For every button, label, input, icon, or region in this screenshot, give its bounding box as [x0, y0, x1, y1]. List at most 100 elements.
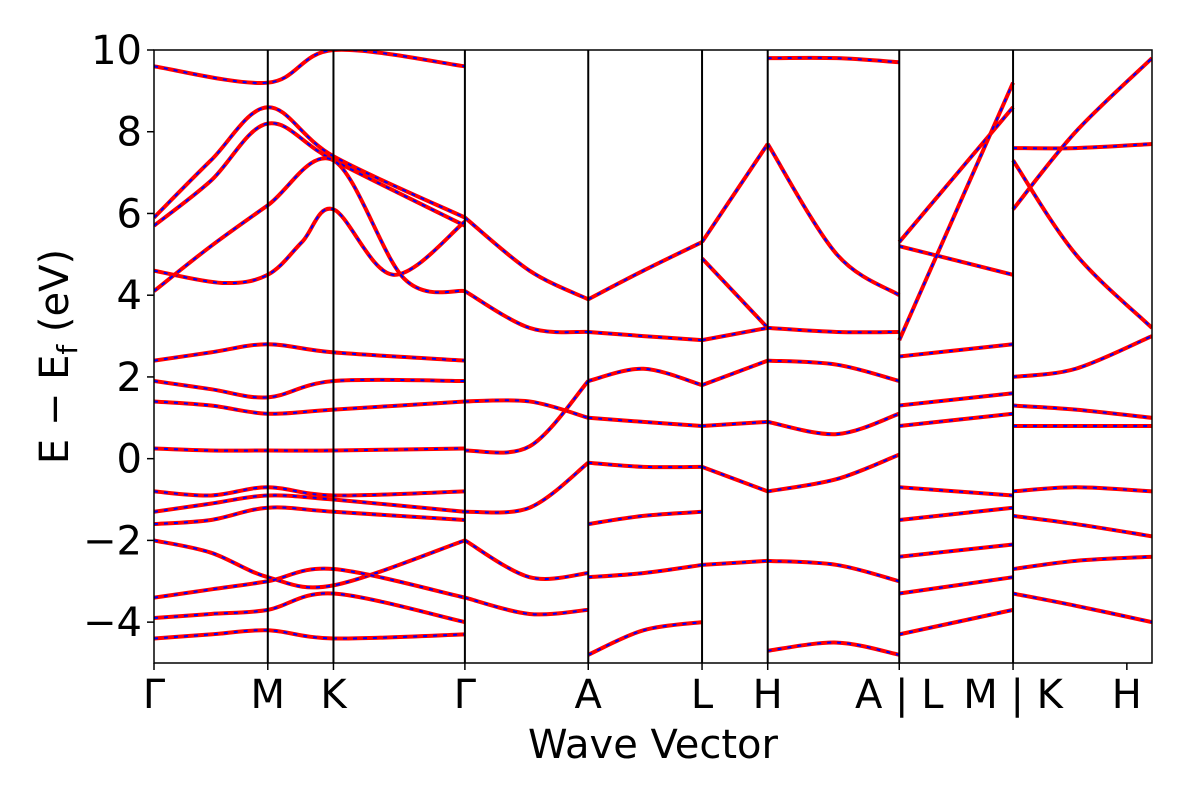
band-dash-4	[154, 157, 466, 294]
band-dash-61	[1012, 404, 1152, 419]
x-tick-label: Γ	[454, 672, 477, 718]
x-axis-label: Wave Vector	[528, 722, 779, 768]
band-dash-65	[1012, 555, 1152, 571]
band-line-6	[154, 377, 465, 400]
band-line-13	[154, 566, 466, 600]
band-dash-42	[767, 412, 900, 436]
x-tick-label: H	[1112, 672, 1142, 718]
band-dash-26	[588, 416, 703, 427]
y-axis-ticks: −4 −2 0 2 4 6 8 10	[83, 28, 154, 646]
band-dash-21	[464, 539, 589, 580]
band-line-54	[899, 542, 1014, 559]
band-dash-2	[154, 122, 466, 227]
y-tick-label: 6	[117, 191, 142, 237]
band-line-21	[463, 538, 589, 581]
band-line-28	[587, 509, 703, 527]
band-dash-35	[701, 420, 768, 427]
band-dash-46	[898, 106, 1014, 243]
band-line-9	[154, 485, 465, 498]
band-dash-59	[1012, 57, 1152, 211]
band-dash-28	[588, 510, 703, 526]
band-line-44	[767, 558, 900, 584]
x-tick-label: M	[251, 672, 286, 718]
x-tick-label: Γ	[143, 672, 166, 718]
plot-frame	[153, 49, 1153, 664]
band-line-47	[898, 244, 1014, 277]
band-dash-66	[1012, 592, 1152, 624]
band-line-22	[464, 595, 589, 617]
band-line-16	[463, 216, 590, 302]
band-dash-13	[154, 567, 466, 599]
band-dash-58	[1012, 159, 1152, 329]
band-dash-22	[464, 596, 589, 616]
band-line-65	[1012, 554, 1152, 571]
band-line-7	[154, 399, 466, 416]
band-line-19	[464, 379, 590, 455]
x-tick-label: L	[691, 672, 714, 718]
band-line-15	[154, 628, 465, 641]
band-line-29	[588, 562, 703, 580]
band-line-56	[898, 607, 1014, 637]
band-line-51	[899, 411, 1014, 428]
band-dash-25	[588, 367, 703, 387]
band-dash-30	[587, 621, 703, 656]
x-tick-label: A	[575, 672, 603, 718]
band-line-40	[767, 325, 900, 335]
band-line-4	[154, 156, 466, 295]
band-line-11	[154, 505, 466, 527]
band-line-17	[463, 289, 589, 335]
y-tick-label: −2	[83, 518, 142, 564]
band-dash-27	[588, 461, 703, 469]
band-line-49	[899, 342, 1014, 359]
y-tick-label: 8	[117, 110, 142, 156]
y-tick-label: 2	[117, 355, 142, 401]
band-line-1	[154, 105, 466, 220]
band-line-34	[701, 358, 769, 387]
band-line-14	[154, 591, 466, 625]
band-dash-15	[154, 629, 465, 640]
band-dash-12	[154, 539, 466, 589]
y-tick-label: 0	[117, 437, 142, 483]
band-line-30	[587, 620, 703, 657]
band-line-55	[898, 575, 1014, 596]
band-line-45	[767, 640, 900, 657]
band-line-41	[767, 358, 900, 383]
band-line-26	[588, 415, 703, 428]
high-symmetry-lines	[266, 50, 1015, 663]
band-line-0	[154, 50, 466, 85]
band-dash-29	[588, 563, 703, 579]
band-line-32	[700, 257, 770, 330]
plot-lines	[154, 50, 1152, 657]
band-line-20	[464, 461, 590, 515]
x-tick-label: A | L	[855, 672, 944, 718]
band-dash-14	[154, 592, 466, 624]
band-dash-19	[464, 380, 589, 454]
band-dash-3	[154, 207, 466, 285]
y-axis-label: E − Ef (eV)	[32, 249, 84, 464]
x-tick-label: M | K	[963, 672, 1064, 718]
band-line-31	[700, 142, 770, 244]
band-dash-20	[464, 461, 589, 514]
band-line-39	[766, 142, 901, 297]
band-dash-0	[154, 50, 466, 84]
band-dash-18	[464, 399, 589, 419]
band-dash-60	[1012, 335, 1152, 378]
band-line-50	[899, 391, 1014, 408]
band-line-10	[154, 493, 466, 514]
band-dash-23	[587, 241, 703, 301]
band-line-43	[767, 452, 900, 494]
band-dash-37	[701, 559, 768, 566]
band-dash-63	[1012, 486, 1152, 493]
x-tick-label: K	[320, 672, 348, 718]
y-tick-label: −4	[83, 600, 142, 646]
band-line-27	[588, 460, 703, 470]
band-dash-8	[154, 447, 465, 452]
band-dash-24	[588, 330, 703, 342]
band-line-59	[1011, 56, 1152, 211]
band-line-53	[899, 505, 1014, 522]
band-dash-48	[898, 82, 1014, 341]
band-line-38	[767, 55, 900, 65]
band-dash-7	[154, 400, 465, 415]
band-line-24	[588, 329, 703, 343]
x-tick-label: H	[753, 672, 783, 718]
